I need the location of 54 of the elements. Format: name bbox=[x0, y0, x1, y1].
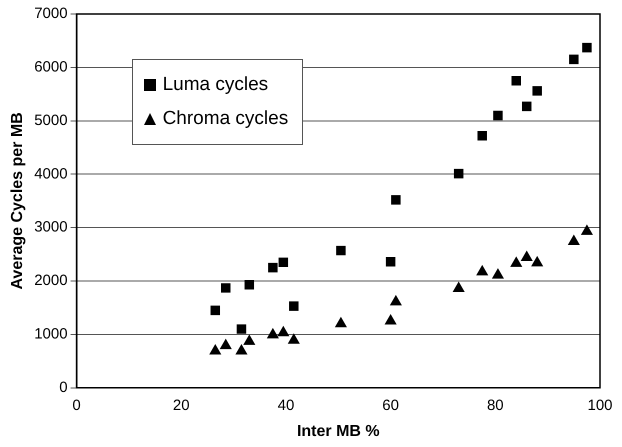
x-tick-label: 0 bbox=[72, 396, 81, 414]
point bbox=[452, 282, 464, 292]
y-tick-label: 1000 bbox=[34, 326, 68, 343]
y-axis-title: Average Cycles per MB bbox=[9, 112, 26, 290]
point bbox=[386, 257, 396, 267]
y-tick-label: 4000 bbox=[34, 165, 68, 182]
point bbox=[278, 258, 288, 268]
point bbox=[335, 317, 347, 328]
point bbox=[522, 102, 532, 112]
point bbox=[268, 262, 278, 272]
point bbox=[476, 265, 488, 276]
point bbox=[289, 301, 299, 311]
x-tick-label: 60 bbox=[382, 396, 399, 414]
point bbox=[278, 326, 290, 336]
point bbox=[220, 339, 232, 350]
point bbox=[244, 280, 254, 290]
x-tick-label: 100 bbox=[587, 396, 613, 414]
y-tick-label: 5000 bbox=[34, 112, 68, 129]
x-tick-label: 20 bbox=[172, 396, 190, 414]
point bbox=[492, 268, 504, 279]
point bbox=[391, 195, 401, 205]
point bbox=[221, 283, 230, 293]
point bbox=[568, 234, 580, 245]
point bbox=[454, 168, 464, 178]
point bbox=[390, 295, 402, 306]
point bbox=[236, 344, 248, 354]
point bbox=[531, 256, 543, 266]
point bbox=[581, 224, 593, 235]
point bbox=[512, 76, 521, 86]
y-tick-label: 3000 bbox=[34, 218, 68, 236]
legend-label: Luma cycles bbox=[162, 73, 268, 97]
y-tick-label: 0 bbox=[59, 378, 68, 396]
point bbox=[493, 110, 503, 120]
point bbox=[521, 251, 532, 262]
point bbox=[244, 334, 255, 345]
point bbox=[267, 328, 279, 338]
point bbox=[236, 324, 246, 334]
y-tick-label: 2000 bbox=[34, 272, 68, 290]
x-axis-title: Inter MB % bbox=[296, 422, 380, 440]
point bbox=[582, 42, 592, 52]
x-tick-label: 40 bbox=[278, 396, 294, 414]
legend-label: Chroma cycles bbox=[162, 107, 288, 131]
point bbox=[210, 344, 221, 354]
x-tick-label: 80 bbox=[486, 396, 504, 414]
point bbox=[477, 131, 487, 140]
point bbox=[384, 314, 396, 325]
point bbox=[532, 86, 542, 96]
y-tick-label: 7000 bbox=[34, 5, 68, 22]
point bbox=[288, 334, 300, 344]
point bbox=[569, 54, 579, 64]
point bbox=[210, 306, 220, 316]
point bbox=[510, 256, 522, 267]
point bbox=[336, 246, 346, 256]
y-tick-label: 6000 bbox=[34, 58, 68, 76]
